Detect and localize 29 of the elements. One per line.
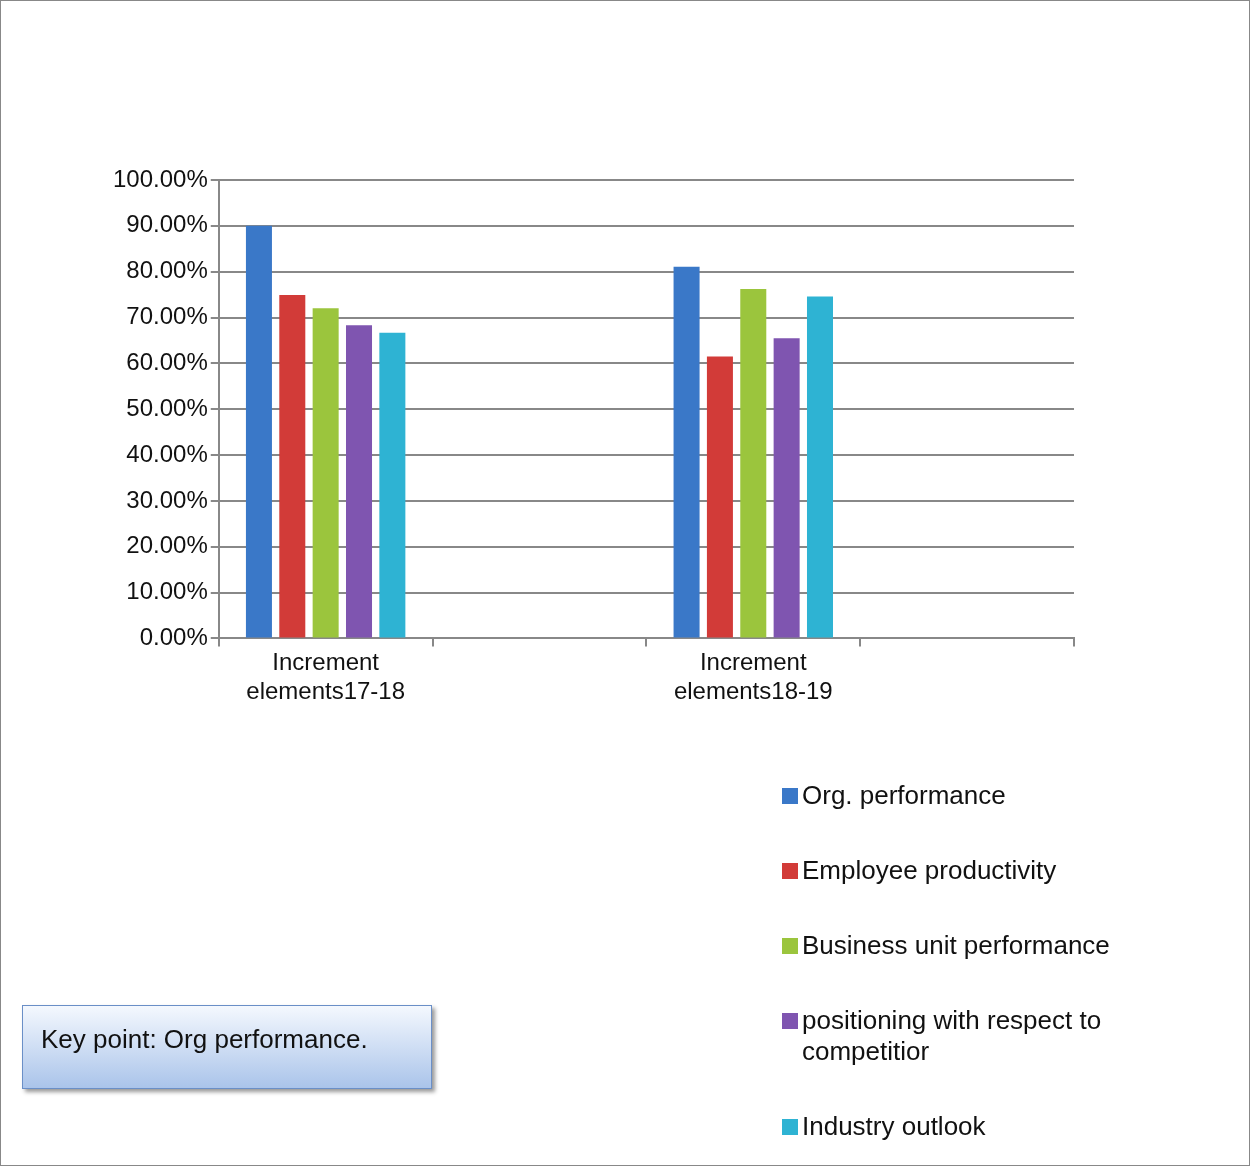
- legend-label: Employee productivity: [802, 855, 1057, 886]
- y-tick-label: 60.00%: [126, 347, 208, 375]
- y-tick-label: 50.00%: [126, 393, 208, 421]
- bar: [346, 325, 373, 638]
- x-tick-label: Increment elements17-18: [246, 648, 406, 705]
- bar: [379, 332, 406, 638]
- y-tick-label: 70.00%: [126, 302, 208, 330]
- bar: [806, 296, 833, 638]
- y-tick-label: 40.00%: [126, 439, 208, 467]
- y-tick-label: 90.00%: [126, 210, 208, 238]
- text: Key point: Org performance.: [41, 1024, 369, 1055]
- legend-label: positioning with respect to competitior: [802, 1005, 1103, 1067]
- bar: [740, 289, 767, 638]
- y-tick-label: 80.00%: [126, 256, 208, 284]
- bar: [245, 225, 272, 638]
- y-tick-label: 20.00%: [126, 531, 208, 559]
- legend-label: Org. performance: [802, 780, 1006, 811]
- bar: [279, 295, 306, 638]
- y-tick-label: 100.00%: [113, 164, 208, 192]
- y-tick-label: 0.00%: [139, 623, 208, 651]
- bar: [706, 356, 733, 638]
- legend-label: Business unit performance: [802, 930, 1110, 961]
- legend-label: Industry outlook: [802, 1111, 986, 1142]
- y-tick-label: 30.00%: [126, 485, 208, 513]
- bar: [773, 338, 800, 638]
- bar: [312, 308, 339, 638]
- y-tick-label: 10.00%: [126, 577, 208, 605]
- x-tick-label: Increment elements18-19: [673, 648, 833, 705]
- bar: [673, 266, 700, 638]
